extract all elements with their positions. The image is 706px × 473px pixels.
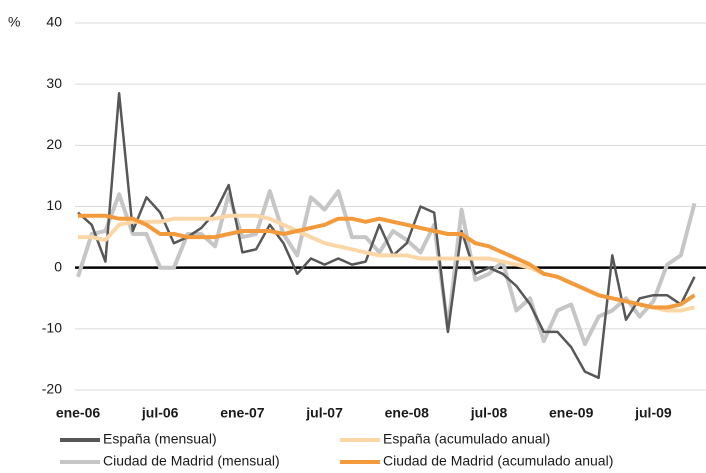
y-tick-label: -10 xyxy=(42,320,62,336)
x-tick-label: jul-06 xyxy=(141,405,179,421)
x-tick-label: ene-07 xyxy=(220,405,265,421)
y-tick-label: 40 xyxy=(46,14,62,30)
legend-label: España (acumulado anual) xyxy=(383,431,550,447)
x-tick-label: ene-06 xyxy=(56,405,101,421)
series-line xyxy=(78,213,696,310)
x-tick-label: jul-09 xyxy=(634,405,672,421)
x-tick-label: ene-09 xyxy=(549,405,594,421)
y-tick-label: 30 xyxy=(46,75,62,91)
x-tick-label: jul-07 xyxy=(305,405,343,421)
x-tick-label: jul-08 xyxy=(470,405,508,421)
y-axis-label: % xyxy=(8,14,20,30)
y-tick-label: -20 xyxy=(42,381,62,397)
legend-label: Ciudad de Madrid (mensual) xyxy=(103,453,280,469)
legend-label: Ciudad de Madrid (acumulado anual) xyxy=(383,453,613,469)
series-line xyxy=(77,92,696,380)
legend-label: España (mensual) xyxy=(103,431,217,447)
y-tick-label: 0 xyxy=(54,258,62,274)
y-tick-label: 20 xyxy=(46,136,62,152)
x-tick-label: ene-08 xyxy=(385,405,430,421)
y-tick-label: 10 xyxy=(46,197,62,213)
